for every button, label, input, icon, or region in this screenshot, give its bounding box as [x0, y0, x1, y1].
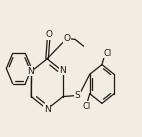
Text: S: S [75, 91, 80, 100]
Text: O: O [63, 34, 70, 43]
Text: N: N [27, 67, 34, 76]
Text: N: N [44, 105, 50, 114]
Text: Cl: Cl [82, 102, 90, 111]
Text: Cl: Cl [103, 48, 112, 58]
Text: O: O [45, 30, 52, 39]
Text: N: N [59, 66, 66, 75]
